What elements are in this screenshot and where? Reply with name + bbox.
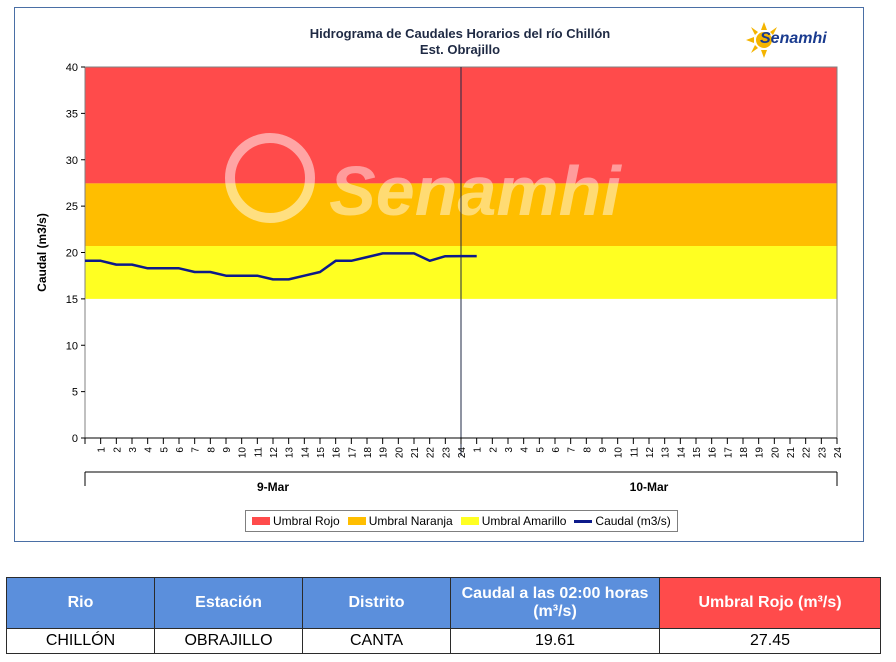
legend-item-caudal: Caudal (m3/s) xyxy=(574,514,671,528)
x-tick-label-3: 4 xyxy=(144,447,155,453)
x-tick-label-4: 5 xyxy=(159,447,170,453)
x-tick-label-16: 17 xyxy=(347,447,358,459)
x-tick-label-35: 12 xyxy=(645,447,656,459)
x-tick-label-20: 21 xyxy=(410,447,421,459)
header-umbral-rojo: Umbral Rojo (m³/s) xyxy=(659,577,881,629)
x-tick-label-41: 18 xyxy=(739,447,750,459)
table-row: CHILLÓN OBRAJILLO CANTA 19.61 27.45 xyxy=(6,628,881,654)
x-tick-label-7: 8 xyxy=(206,447,217,453)
x-tick-label-24: 1 xyxy=(473,447,484,453)
logo-text: Senamhi xyxy=(760,30,827,47)
x-tick-label-25: 2 xyxy=(488,447,499,453)
y-tick-label-1: 5 xyxy=(72,387,78,399)
x-tick-label-21: 22 xyxy=(426,447,437,459)
table-header-row: Rio Estación Distrito Caudal a las 02:00… xyxy=(6,577,881,629)
x-tick-label-34: 11 xyxy=(629,447,640,458)
cell-estacion: OBRAJILLO xyxy=(154,628,303,654)
x-tick-label-10: 11 xyxy=(253,447,264,458)
x-tick-label-1: 2 xyxy=(112,447,123,453)
x-tick-label-0: 1 xyxy=(97,447,108,453)
x-tick-label-30: 7 xyxy=(567,447,578,453)
chart-frame: Senamhi 0 5 10 15 20 25 30 35 40 1 2 3 4 5 6 7 8 9 10 11 12 13… xyxy=(14,7,864,542)
chart-subtitle: Est. Obrajillo xyxy=(420,42,500,57)
x-tick-label-38: 15 xyxy=(692,447,703,459)
x-tick-label-39: 16 xyxy=(708,447,719,459)
x-tick-label-36: 13 xyxy=(661,447,672,459)
x-tick-label-33: 10 xyxy=(614,447,625,459)
x-tick-label-13: 14 xyxy=(300,447,311,459)
legend-label-naranja: Umbral Naranja xyxy=(368,514,453,528)
y-tick-label-7: 35 xyxy=(66,108,78,120)
x-tick-label-43: 20 xyxy=(770,447,781,459)
header-distrito: Distrito xyxy=(302,577,451,629)
x-tick-label-6: 7 xyxy=(191,447,202,453)
legend-swatch-amarillo xyxy=(460,517,479,525)
x-tick-label-15: 16 xyxy=(332,447,343,459)
x-tick-label-46: 23 xyxy=(817,447,828,459)
legend-swatch-rojo xyxy=(252,517,270,525)
legend-item-amarillo: Umbral Amarillo xyxy=(460,514,567,528)
x-tick-label-28: 5 xyxy=(535,447,546,453)
cell-caudal: 19.61 xyxy=(450,628,660,654)
x-tick-label-19: 20 xyxy=(394,447,405,459)
watermark-sun-icon xyxy=(225,133,315,223)
legend-swatch-caudal xyxy=(574,519,593,523)
y-tick-label-2: 10 xyxy=(66,340,78,352)
x-tick-label-47: 24 xyxy=(833,447,844,459)
legend-label-amarillo: Umbral Amarillo xyxy=(481,514,567,528)
day-label-1: 10-Mar xyxy=(630,480,669,494)
legend-item-rojo: Umbral Rojo xyxy=(252,514,340,528)
x-tick-label-32: 9 xyxy=(598,447,609,453)
watermark-text: Senamhi xyxy=(329,152,622,230)
y-tick-label-8: 40 xyxy=(66,62,78,74)
x-tick-label-37: 14 xyxy=(676,447,687,459)
legend-label-caudal: Caudal (m3/s) xyxy=(595,514,671,528)
x-tick-label-40: 17 xyxy=(723,447,734,459)
cell-rio: CHILLÓN xyxy=(6,628,155,654)
y-tick-label-3: 15 xyxy=(66,294,78,306)
x-tick-label-42: 19 xyxy=(755,447,766,459)
x-tick-label-17: 18 xyxy=(363,447,374,459)
x-tick-label-27: 4 xyxy=(520,447,531,453)
day-label-0: 9-Mar xyxy=(257,480,289,494)
legend-label-rojo: Umbral Rojo xyxy=(273,514,340,528)
cell-distrito: CANTA xyxy=(302,628,451,654)
x-tick-label-12: 13 xyxy=(285,447,296,459)
x-tick-label-44: 21 xyxy=(786,447,797,459)
y-tick-label-5: 25 xyxy=(66,201,78,213)
chart-legend: Umbral Rojo Umbral Naranja Umbral Amaril… xyxy=(245,510,678,532)
cell-umbral-rojo: 27.45 xyxy=(659,628,881,654)
sun-logo-icon xyxy=(746,22,777,58)
summary-table: Rio Estación Distrito Caudal a las 02:00… xyxy=(6,577,881,654)
x-tick-label-23: 24 xyxy=(457,447,468,459)
x-tick-label-31: 8 xyxy=(582,447,593,453)
x-tick-label-45: 22 xyxy=(802,447,813,459)
x-tick-label-29: 6 xyxy=(551,447,562,453)
legend-swatch-naranja xyxy=(347,517,366,525)
legend-item-naranja: Umbral Naranja xyxy=(347,514,453,528)
x-tick-label-5: 6 xyxy=(175,447,186,453)
y-tick-label-6: 30 xyxy=(66,155,78,167)
x-tick-label-14: 15 xyxy=(316,447,327,459)
y-tick-label-0: 0 xyxy=(72,433,78,445)
header-estacion: Estación xyxy=(154,577,303,629)
x-tick-label-9: 10 xyxy=(238,447,249,459)
x-tick-label-18: 19 xyxy=(379,447,390,459)
y-tick-label-4: 20 xyxy=(66,248,78,260)
x-tick-label-11: 12 xyxy=(269,447,280,459)
x-tick-label-22: 23 xyxy=(441,447,452,459)
caudal-series-line xyxy=(85,252,477,281)
header-rio: Rio xyxy=(6,577,155,629)
chart-title: Hidrograma de Caudales Horarios del río … xyxy=(310,26,611,41)
x-tick-label-26: 3 xyxy=(504,447,515,453)
x-tick-label-8: 9 xyxy=(222,447,233,453)
header-caudal: Caudal a las 02:00 horas (m³/s) xyxy=(450,577,660,629)
y-axis-label: Caudal (m3/s) xyxy=(35,213,49,292)
x-tick-label-2: 3 xyxy=(128,447,139,453)
